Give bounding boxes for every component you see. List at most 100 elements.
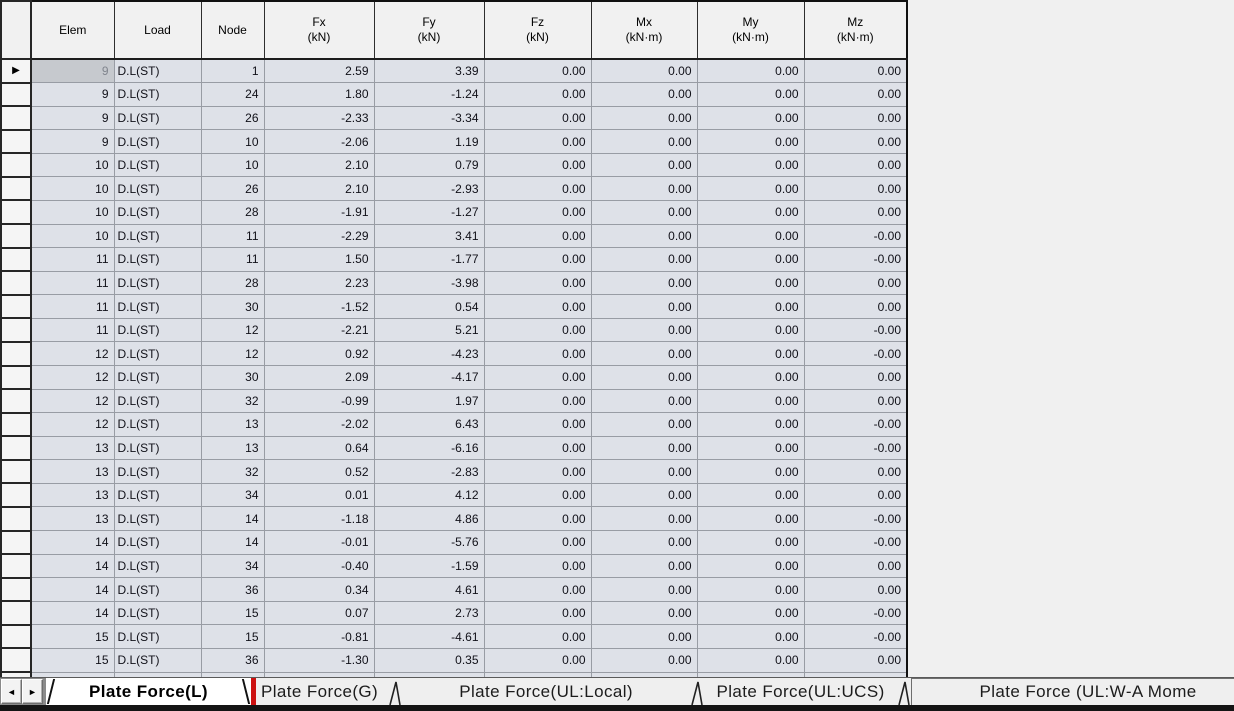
cell-load[interactable]: D.L(ST) bbox=[113, 247, 202, 272]
row-indicator[interactable] bbox=[0, 458, 32, 485]
cell-elem[interactable]: 10 bbox=[30, 199, 115, 225]
cell-load[interactable]: D.L(ST) bbox=[113, 365, 202, 390]
row-indicator[interactable] bbox=[0, 81, 32, 108]
cell-my[interactable]: 0.00 bbox=[696, 412, 805, 437]
cell-elem[interactable]: 12 bbox=[30, 388, 115, 414]
cell-fx[interactable]: 2.09 bbox=[263, 365, 375, 390]
cell-elem[interactable]: 11 bbox=[30, 247, 115, 272]
tab-scroll-left-button[interactable]: ◄ bbox=[1, 679, 22, 704]
cell-fx[interactable]: 2.10 bbox=[263, 176, 375, 201]
cell-fy[interactable]: 0.54 bbox=[373, 294, 485, 319]
cell-fy[interactable]: -5.76 bbox=[373, 530, 485, 555]
cell-node[interactable]: 34 bbox=[200, 482, 265, 508]
row-indicator[interactable] bbox=[0, 128, 32, 155]
cell-fy[interactable]: 4.61 bbox=[373, 577, 485, 602]
cell-fy[interactable]: -4.23 bbox=[373, 341, 485, 367]
cell-node[interactable]: 24 bbox=[200, 82, 265, 107]
cell-fz[interactable]: 0.00 bbox=[483, 270, 592, 296]
cell-my[interactable]: 0.00 bbox=[696, 600, 805, 626]
cell-my[interactable]: 0.00 bbox=[696, 105, 805, 131]
cell-load[interactable]: D.L(ST) bbox=[113, 82, 202, 107]
cell-fy[interactable]: 5.21 bbox=[373, 317, 485, 343]
cell-mz[interactable]: 0.00 bbox=[803, 482, 908, 508]
cell-fx[interactable]: -0.99 bbox=[263, 388, 375, 414]
cell-elem[interactable]: 12 bbox=[30, 412, 115, 437]
cell-load[interactable]: D.L(ST) bbox=[113, 152, 202, 178]
row-indicator[interactable] bbox=[0, 435, 32, 461]
cell-node[interactable]: 34 bbox=[200, 553, 265, 579]
cell-load[interactable]: D.L(ST) bbox=[113, 317, 202, 343]
cell-fx[interactable]: 2.23 bbox=[263, 270, 375, 296]
cell-mx[interactable]: 0.00 bbox=[590, 223, 698, 249]
cell-mx[interactable]: 0.00 bbox=[590, 506, 698, 532]
cell-node[interactable]: 12 bbox=[200, 341, 265, 367]
column-header-load[interactable]: Load bbox=[113, 0, 202, 60]
cell-my[interactable]: 0.00 bbox=[696, 223, 805, 249]
cell-mx[interactable]: 0.00 bbox=[590, 577, 698, 602]
cell-mx[interactable]: 0.00 bbox=[590, 388, 698, 414]
cell-my[interactable]: 0.00 bbox=[696, 58, 805, 84]
tab-plate-force-l[interactable]: Plate Force(L) bbox=[46, 678, 256, 705]
cell-fz[interactable]: 0.00 bbox=[483, 294, 592, 319]
cell-mx[interactable]: 0.00 bbox=[590, 600, 698, 626]
cell-load[interactable]: D.L(ST) bbox=[113, 341, 202, 367]
cell-fz[interactable]: 0.00 bbox=[483, 553, 592, 579]
row-indicator[interactable]: ▶ bbox=[0, 58, 32, 84]
cell-load[interactable]: D.L(ST) bbox=[113, 600, 202, 626]
cell-node[interactable]: 11 bbox=[200, 223, 265, 249]
cell-node[interactable]: 28 bbox=[200, 270, 265, 296]
cell-my[interactable]: 0.00 bbox=[696, 577, 805, 602]
cell-mz[interactable]: -0.00 bbox=[803, 412, 908, 437]
cell-node[interactable]: 36 bbox=[200, 577, 265, 602]
cell-fy[interactable]: -2.93 bbox=[373, 176, 485, 201]
column-header-elem[interactable]: Elem bbox=[30, 0, 115, 60]
cell-node[interactable]: 13 bbox=[200, 412, 265, 437]
cell-fy[interactable]: -1.77 bbox=[373, 247, 485, 272]
cell-fx[interactable]: -2.06 bbox=[263, 129, 375, 154]
cell-fz[interactable]: 0.00 bbox=[483, 600, 592, 626]
tab-plate-force-ul-local[interactable]: Plate Force(UL:Local) bbox=[402, 678, 690, 705]
column-header-fy[interactable]: Fy (kN) bbox=[373, 0, 485, 60]
cell-fy[interactable]: 4.86 bbox=[373, 506, 485, 532]
corner-cell[interactable] bbox=[0, 0, 32, 60]
cell-node[interactable]: 1 bbox=[200, 58, 265, 84]
cell-elem[interactable]: 14 bbox=[30, 530, 115, 555]
row-indicator[interactable] bbox=[0, 388, 32, 414]
cell-fz[interactable]: 0.00 bbox=[483, 199, 592, 225]
cell-mx[interactable]: 0.00 bbox=[590, 530, 698, 555]
cell-fx[interactable]: -0.01 bbox=[263, 530, 375, 555]
cell-fy[interactable]: -2.83 bbox=[373, 459, 485, 484]
cell-fy[interactable]: -1.59 bbox=[373, 553, 485, 579]
cell-mz[interactable]: -0.00 bbox=[803, 600, 908, 626]
cell-mz[interactable]: 0.00 bbox=[803, 294, 908, 319]
cell-elem[interactable]: 14 bbox=[30, 600, 115, 626]
cell-elem[interactable]: 13 bbox=[30, 435, 115, 461]
column-header-mx[interactable]: Mx (kN·m) bbox=[590, 0, 698, 60]
cell-node[interactable]: 26 bbox=[200, 105, 265, 131]
row-indicator[interactable] bbox=[0, 105, 32, 131]
cell-load[interactable]: D.L(ST) bbox=[113, 388, 202, 414]
cell-my[interactable]: 0.00 bbox=[696, 459, 805, 484]
row-indicator[interactable] bbox=[0, 199, 32, 226]
cell-node[interactable]: 36 bbox=[200, 647, 265, 673]
cell-fx[interactable]: 0.34 bbox=[263, 577, 375, 602]
cell-load[interactable]: D.L(ST) bbox=[113, 199, 202, 225]
cell-load[interactable]: D.L(ST) bbox=[113, 459, 202, 484]
cell-load[interactable]: D.L(ST) bbox=[113, 105, 202, 131]
cell-load[interactable]: D.L(ST) bbox=[113, 223, 202, 249]
cell-mz[interactable]: -0.00 bbox=[803, 247, 908, 272]
cell-mx[interactable]: 0.00 bbox=[590, 105, 698, 131]
row-indicator[interactable] bbox=[0, 293, 32, 320]
cell-fy[interactable]: 0.79 bbox=[373, 152, 485, 178]
row-indicator[interactable] bbox=[0, 317, 32, 343]
cell-my[interactable]: 0.00 bbox=[696, 294, 805, 319]
row-indicator[interactable] bbox=[0, 506, 32, 532]
cell-fx[interactable]: -1.91 bbox=[263, 199, 375, 225]
cell-my[interactable]: 0.00 bbox=[696, 129, 805, 154]
cell-mz[interactable]: 0.00 bbox=[803, 577, 908, 602]
cell-fz[interactable]: 0.00 bbox=[483, 105, 592, 131]
cell-fy[interactable]: 1.19 bbox=[373, 129, 485, 154]
row-indicator[interactable] bbox=[0, 152, 32, 178]
cell-mz[interactable]: 0.00 bbox=[803, 105, 908, 131]
cell-fx[interactable]: -2.21 bbox=[263, 317, 375, 343]
